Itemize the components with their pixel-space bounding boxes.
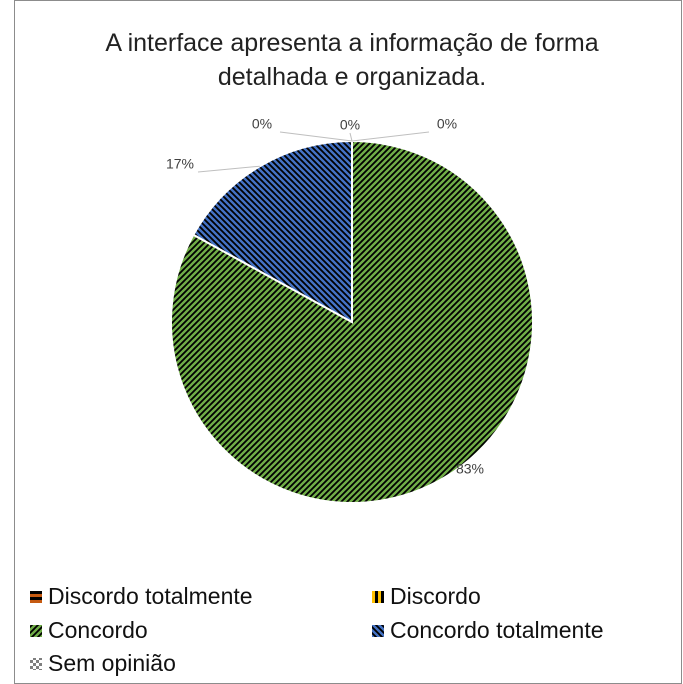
data-label: 0% <box>437 116 457 132</box>
data-label: 0% <box>340 117 360 133</box>
legend-label: Discordo totalmente <box>48 583 253 609</box>
data-label: 17% <box>166 156 194 172</box>
legend-swatch <box>372 591 384 603</box>
legend-swatch <box>30 658 42 670</box>
legend-label: Concordo <box>48 617 148 643</box>
legend-swatch <box>30 591 42 603</box>
leader-line <box>349 132 353 142</box>
legend-label: Sem opinião <box>48 650 176 676</box>
data-label: 83% <box>456 461 484 477</box>
legend-swatch <box>372 625 384 637</box>
leader-line <box>279 131 353 142</box>
legend-label: Discordo <box>390 583 481 609</box>
legend-swatch <box>30 625 42 637</box>
legend-label: Concordo totalmente <box>390 617 604 643</box>
leader-line <box>197 165 260 173</box>
data-label: 0% <box>252 116 272 132</box>
leader-line <box>351 131 430 142</box>
chart-title: A interface apresenta a informação de fo… <box>105 29 599 91</box>
